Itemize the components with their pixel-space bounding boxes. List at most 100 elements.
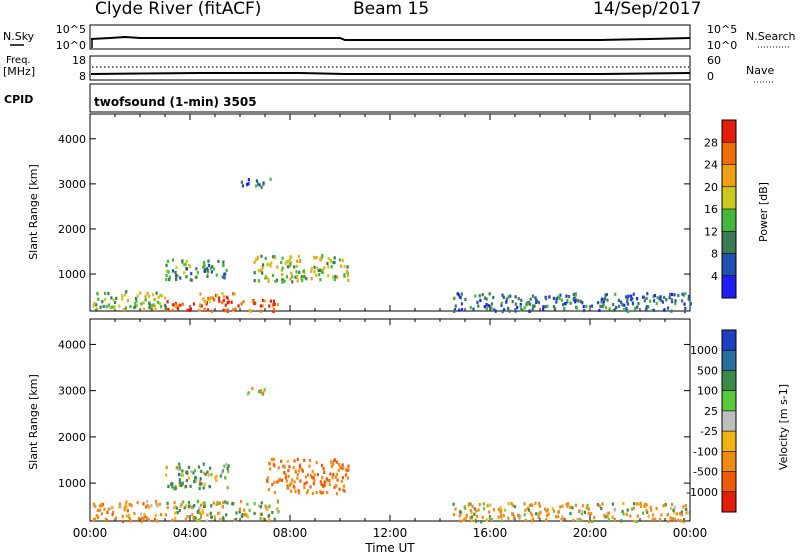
velocity-scatter-cell [147, 518, 151, 522]
velocity-scatter-cell [513, 505, 516, 509]
power-scatter-cell [300, 274, 304, 279]
power-scatter-cell [553, 296, 556, 301]
velocity-colorbar-tick-label: 100 [697, 385, 718, 398]
velocity-colorbar-tick-label: -500 [693, 466, 718, 479]
power-scatter-cell [305, 277, 308, 281]
velocity-scatter-cell [187, 505, 191, 509]
velocity-scatter-cell [119, 505, 122, 509]
velocity-scatter-cell [337, 468, 340, 472]
velocity-scatter-cell [551, 507, 554, 511]
velocity-scatter-cell [280, 478, 284, 482]
power-scatter-cell [514, 309, 517, 313]
power-scatter-cell [261, 304, 264, 308]
velocity-scatter-cell [309, 485, 312, 489]
velocity-scatter-cell [669, 506, 672, 510]
power-scatter-cell [517, 297, 520, 301]
velocity-scatter-cell [654, 517, 657, 521]
velocity-scatter-cell [227, 464, 230, 468]
velocity-scatter-cell [458, 510, 462, 514]
power-scatter-cell [240, 302, 243, 306]
velocity-scatter-cell [473, 507, 476, 511]
power-scatter-cell [102, 304, 105, 309]
velocity-scatter-cell [632, 502, 636, 506]
power-scatter-cell [135, 304, 138, 308]
power-scatter-cell [483, 296, 487, 300]
velocity-scatter-cell [299, 479, 302, 483]
velocity-scatter-cell [601, 502, 604, 506]
velocity-scatter-cell [207, 473, 210, 477]
power-scatter-cell [453, 309, 456, 313]
power-scatter-cell [92, 304, 95, 308]
power-scatter-cell [129, 304, 132, 309]
power-scatter-cell [234, 307, 237, 311]
velocity-scatter-cell [679, 519, 683, 523]
power-scatter-cell [310, 269, 313, 274]
power-scatter-cell [623, 303, 626, 307]
power-scatter-cell [627, 294, 630, 298]
velocity-scatter-cell [235, 517, 238, 522]
power-scatter-cell [189, 307, 192, 311]
power-scatter-cell [521, 308, 524, 313]
velocity-scatter-cell [269, 467, 272, 471]
velocity-scatter-cell [192, 471, 195, 475]
velocity-scatter-cell [273, 463, 276, 468]
velocity-scatter-cell [311, 475, 314, 479]
velocity-scatter-cell [200, 469, 203, 473]
power-scatter-cell [206, 269, 209, 273]
velocity-scatter-cell [320, 463, 324, 468]
power-scatter-cell [267, 277, 270, 282]
velocity-scatter-cell [259, 389, 263, 393]
power-scatter-cell [542, 307, 545, 311]
velocity-scatter-cell [580, 512, 583, 516]
power-scatter-cell [186, 308, 189, 312]
power-scatter-cell [223, 276, 226, 280]
power-scatter-cell [655, 301, 658, 306]
velocity-scatter-cell [481, 515, 484, 519]
velocity-scatter-cell [114, 516, 117, 520]
power-scatter-cell [599, 304, 602, 308]
power-scatter-cell [476, 300, 479, 304]
velocity-scatter-cell [482, 507, 486, 511]
velocity-scatter-cell [233, 518, 236, 522]
power-scatter-cell [555, 297, 558, 301]
velocity-scatter-cell [240, 514, 243, 518]
power-scatter-cell [670, 300, 674, 304]
power-scatter-cell [242, 300, 245, 304]
velocity-scatter-cell [166, 501, 169, 506]
velocity-scatter-cell [478, 503, 481, 507]
power-scatter-cell [286, 259, 289, 263]
power-scatter-cell [300, 276, 303, 281]
velocity-scatter-cell [545, 513, 549, 518]
power-scatter-cell [251, 300, 254, 304]
freq-left-label-2: [MHz] [3, 65, 35, 78]
power-scatter-cell [185, 275, 188, 279]
velocity-scatter-cell [490, 517, 494, 522]
velocity-ytick-label: 1000 [58, 477, 86, 490]
power-frame [89, 113, 691, 312]
velocity-scatter-cell [331, 461, 334, 465]
velocity-scatter-cell [596, 503, 600, 507]
velocity-scatter-cell [97, 515, 100, 520]
velocity-scatter-cell [201, 508, 204, 512]
power-scatter-cell [171, 258, 175, 262]
velocity-scatter-cell [298, 491, 301, 495]
velocity-scatter-cell [469, 508, 472, 513]
power-scatter-cell [343, 264, 346, 269]
velocity-scatter-cell [531, 513, 534, 517]
power-scatter-cell [346, 271, 349, 275]
velocity-scatter-cell [639, 501, 642, 505]
power-scatter-cell [281, 266, 284, 270]
power-scatter-cell [165, 273, 168, 277]
velocity-scatter-cell [141, 516, 144, 520]
velocity-scatter-cell [678, 512, 682, 516]
velocity-scatter-cell [126, 509, 129, 513]
power-scatter-cell [151, 293, 154, 297]
velocity-scatter-cell [133, 511, 136, 516]
freq-line [90, 72, 691, 75]
velocity-scatter-cell [303, 485, 306, 489]
velocity-scatter-cell [499, 510, 502, 514]
power-scatter-cell [269, 299, 273, 303]
power-scatter-cell [134, 305, 137, 309]
velocity-scatter-cell [598, 504, 601, 508]
power-scatter-cell [329, 259, 332, 264]
